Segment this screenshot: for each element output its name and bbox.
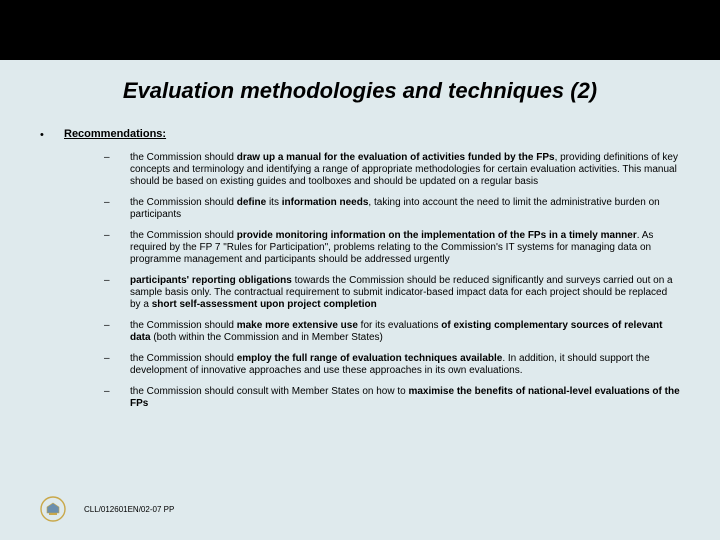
dash-bullet: – (104, 197, 130, 209)
top-band (0, 0, 720, 60)
list-item: –the Commission should define its inform… (104, 197, 680, 221)
outer-bullet: • (40, 128, 64, 142)
list-item: –the Commission should draw up a manual … (104, 152, 680, 188)
dash-bullet: – (104, 320, 130, 332)
item-text: the Commission should consult with Membe… (130, 386, 680, 410)
list-item: –participants' reporting obligations tow… (104, 275, 680, 311)
dash-bullet: – (104, 152, 130, 164)
dash-bullet: – (104, 353, 130, 365)
item-text: the Commission should provide monitoring… (130, 230, 680, 266)
recommendations-row: • Recommendations: (40, 128, 680, 142)
dash-bullet: – (104, 275, 130, 287)
item-text: the Commission should draw up a manual f… (130, 152, 680, 188)
item-text: the Commission should employ the full ra… (130, 353, 680, 377)
item-text: the Commission should define its informa… (130, 197, 680, 221)
page-title: Evaluation methodologies and techniques … (0, 78, 720, 104)
emblem-icon (40, 496, 66, 522)
dash-bullet: – (104, 230, 130, 242)
dash-bullet: – (104, 386, 130, 398)
list-item: –the Commission should employ the full r… (104, 353, 680, 377)
recommendations-heading: Recommendations: (64, 128, 166, 140)
list-item: –the Commission should consult with Memb… (104, 386, 680, 410)
footer: CLL/012601EN/02-07 PP (40, 496, 174, 522)
list-item: –the Commission should make more extensi… (104, 320, 680, 344)
item-text: participants' reporting obligations towa… (130, 275, 680, 311)
items-list: –the Commission should draw up a manual … (104, 152, 680, 410)
content-area: • Recommendations: –the Commission shoul… (40, 128, 680, 419)
list-item: –the Commission should provide monitorin… (104, 230, 680, 266)
footer-code: CLL/012601EN/02-07 PP (84, 505, 174, 514)
item-text: the Commission should make more extensiv… (130, 320, 680, 344)
